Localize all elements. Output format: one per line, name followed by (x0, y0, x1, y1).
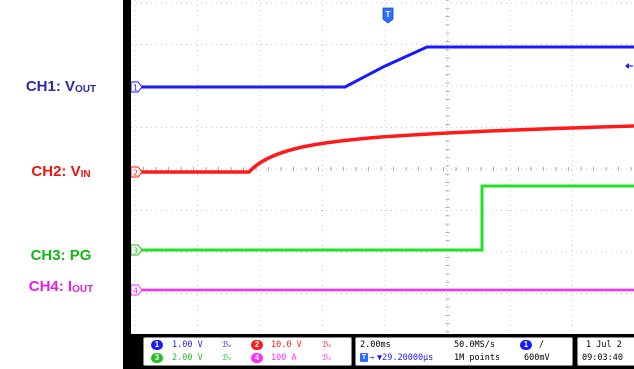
ch4-bandwidth-icon: ℬᵥ (322, 353, 332, 362)
channel-label-ch2: CH2: VIN (0, 163, 122, 180)
ch2-scale: 10.0 V (271, 340, 302, 350)
trigger-level-arrow-icon (625, 63, 633, 69)
datetime-panel: 1 Jul 2 09:03:40 (577, 337, 634, 366)
ch4-badge: 4 (251, 353, 263, 363)
ch1-marker-number: 1 (133, 84, 138, 93)
ch1-label-text: CH1: V (25, 78, 76, 95)
ch2-badge: 2 (251, 340, 263, 350)
trace-ch2-vin (135, 124, 634, 174)
oscilloscope-screen[interactable]: T 1 2 3 4 (131, 0, 634, 334)
trigger-arrow-icon: → (369, 353, 375, 363)
graticule (131, 0, 634, 334)
record-length: 1M points (454, 353, 501, 363)
ch4-label-text: CH4: I (28, 278, 73, 295)
ch3-scale: 2.00 V (172, 353, 203, 363)
ch1-ground-marker[interactable]: 1 (131, 81, 143, 93)
trigger-position-marker[interactable]: T (382, 7, 394, 24)
time-readout: 09:03:40 (582, 353, 623, 363)
trigger-slope-icon: / (539, 340, 545, 350)
ch2-bandwidth-icon: ℬᵥ (322, 340, 332, 349)
sample-rate: 50.0MS/s (454, 340, 495, 350)
ch1-bandwidth-icon: ℬᵥ (222, 340, 232, 349)
trigger-level: 600mV (524, 353, 550, 363)
waveform-display: T 1 2 3 4 (131, 0, 634, 334)
trace-ch3-pg (135, 184, 634, 252)
ch1-badge: 1 (151, 340, 163, 350)
channel-label-ch4: CH4: IOUT (0, 278, 122, 295)
ch3-marker-number: 3 (133, 247, 138, 256)
ch3-badge: 3 (151, 353, 163, 363)
vertical-scale-panel[interactable]: 1 1.00 V ℬᵥ 2 10.0 V ℬᵥ 3 2.00 V ℬᵥ 4 10… (143, 337, 352, 366)
ch4-ground-marker[interactable]: 4 (131, 284, 143, 296)
ch3-bandwidth-icon: ℬᵥ (222, 353, 232, 362)
trigger-position-icon: T (360, 353, 368, 362)
trigger-source-badge: 1 (520, 340, 532, 350)
status-bar: 1 1.00 V ℬᵥ 2 10.0 V ℬᵥ 3 2.00 V ℬᵥ 4 10… (131, 334, 634, 369)
ch2-label-text: CH2: V (31, 163, 81, 180)
ch3-ground-marker[interactable]: 3 (131, 244, 143, 256)
ch2-ground-marker[interactable]: 2 (131, 166, 143, 178)
ch2-label-subscript: IN (80, 169, 91, 180)
ch3-label-text: CH3: PG (30, 247, 92, 264)
trigger-marker-letter: T (386, 10, 391, 19)
time-per-div: 2.00ms (360, 340, 391, 350)
ch4-scale: 100 A (271, 353, 297, 363)
channel-label-ch1: CH1: VOUT (0, 78, 122, 95)
ch1-scale: 1.00 V (172, 340, 203, 350)
trace-ch1-vout (135, 45, 634, 89)
ch4-label-subscript: OUT (72, 284, 94, 295)
channel-label-ch3: CH3: PG (0, 247, 122, 264)
horizontal-panel[interactable]: 2.00ms 50.0MS/s T → ▼29.20000µs 1M point… (355, 337, 573, 366)
ch1-label-subscript: OUT (75, 84, 97, 95)
ch2-marker-number: 2 (133, 169, 138, 178)
ch4-marker-number: 4 (133, 287, 138, 296)
date-readout: 1 Jul 2 (586, 340, 622, 350)
trigger-position-value: ▼29.20000µs (377, 353, 434, 363)
